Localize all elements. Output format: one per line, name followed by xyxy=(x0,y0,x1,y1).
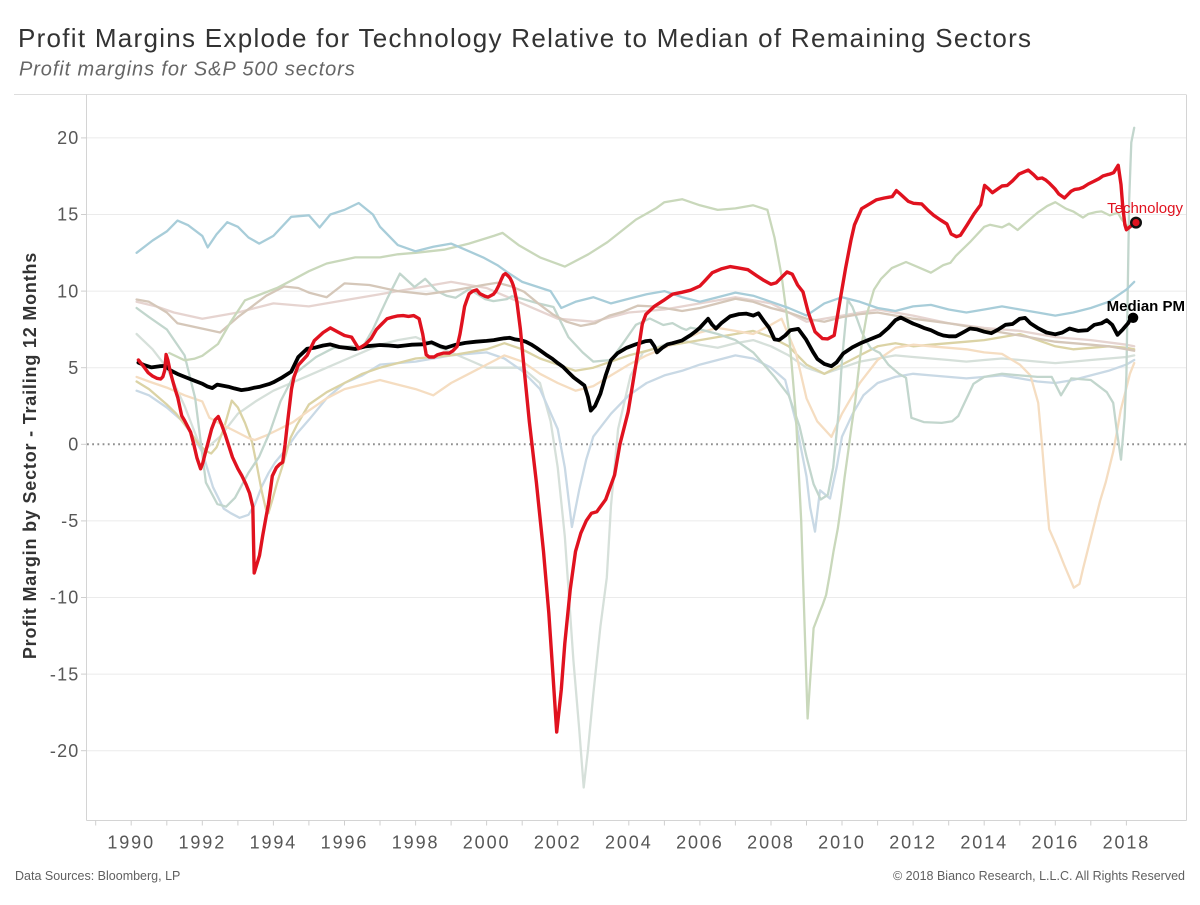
svg-text:Profit Margin by Sector - Trai: Profit Margin by Sector - Trailing 12 Mo… xyxy=(20,252,40,659)
svg-text:Data Sources: Bloomberg, LP: Data Sources: Bloomberg, LP xyxy=(15,869,180,883)
svg-text:2012: 2012 xyxy=(889,833,937,853)
svg-text:1994: 1994 xyxy=(250,833,298,853)
svg-text:2004: 2004 xyxy=(605,833,653,853)
svg-text:1990: 1990 xyxy=(107,833,155,853)
svg-text:2000: 2000 xyxy=(463,833,511,853)
svg-text:-10: -10 xyxy=(50,588,80,608)
svg-text:10: 10 xyxy=(57,281,79,301)
svg-text:-5: -5 xyxy=(61,511,79,531)
svg-text:Technology: Technology xyxy=(1107,200,1183,217)
svg-text:-20: -20 xyxy=(50,741,80,761)
svg-text:2006: 2006 xyxy=(676,833,724,853)
svg-text:1998: 1998 xyxy=(392,833,440,853)
svg-text:1992: 1992 xyxy=(178,833,226,853)
svg-text:2008: 2008 xyxy=(747,833,795,853)
svg-text:2014: 2014 xyxy=(960,833,1008,853)
svg-text:1996: 1996 xyxy=(321,833,369,853)
svg-text:2018: 2018 xyxy=(1103,833,1151,853)
svg-text:© 2018 Bianco Research, L.L.C.: © 2018 Bianco Research, L.L.C. All Right… xyxy=(893,869,1185,883)
svg-text:2016: 2016 xyxy=(1031,833,1079,853)
svg-text:5: 5 xyxy=(68,358,79,378)
svg-text:Profit Margins Explode for Tec: Profit Margins Explode for Technology Re… xyxy=(18,23,1032,53)
svg-text:15: 15 xyxy=(57,205,79,225)
svg-text:0: 0 xyxy=(68,435,79,455)
svg-text:2010: 2010 xyxy=(818,833,866,853)
svg-text:Profit margins for S&P 500 sec: Profit margins for S&P 500 sectors xyxy=(19,59,356,81)
svg-text:2002: 2002 xyxy=(534,833,582,853)
svg-text:20: 20 xyxy=(57,128,79,148)
svg-text:-15: -15 xyxy=(50,664,80,684)
svg-text:Median PM: Median PM xyxy=(1107,298,1185,315)
